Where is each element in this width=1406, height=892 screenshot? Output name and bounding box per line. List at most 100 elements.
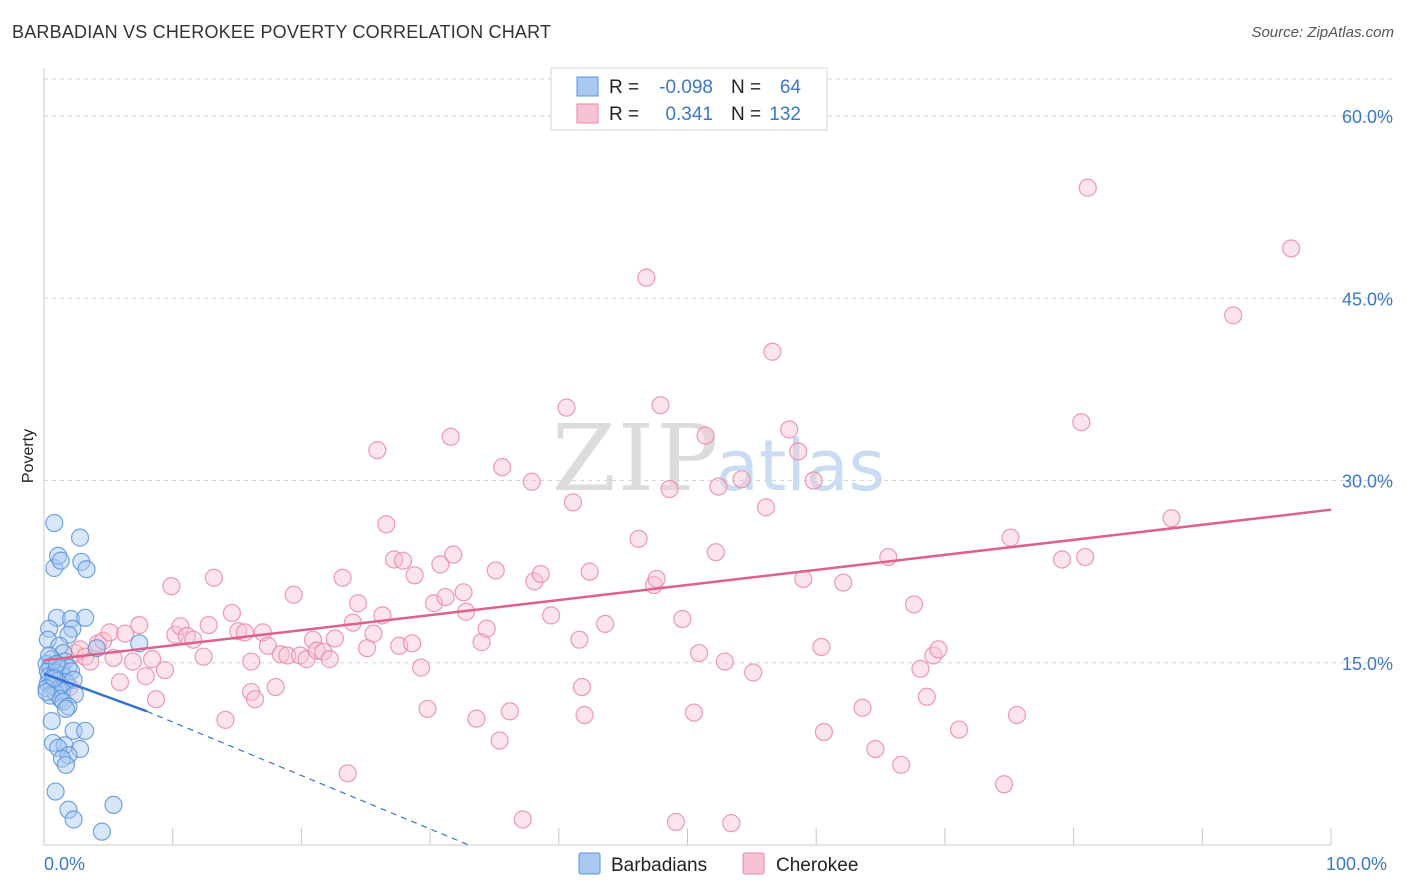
- barbadian-point: [43, 733, 63, 753]
- barbadian-point: [54, 692, 73, 711]
- barbadian-point: [37, 682, 56, 702]
- cherokee-point: [143, 650, 162, 669]
- cherokee-point: [1162, 509, 1181, 528]
- cherokee-point: [377, 515, 396, 534]
- cherokee-point: [441, 427, 460, 446]
- cherokee-point: [575, 705, 594, 725]
- cherokee-point: [834, 573, 853, 592]
- y-tick-label: 30.0%: [1342, 472, 1393, 492]
- barbadian-point: [56, 755, 75, 774]
- cherokee-point: [789, 442, 808, 461]
- barbadian-point: [70, 528, 90, 547]
- cherokee-point: [136, 667, 155, 686]
- cherokee-point: [522, 472, 541, 491]
- legend-swatch-barbadians: [578, 852, 601, 875]
- cherokee-point: [744, 663, 763, 682]
- cherokee-point: [171, 617, 190, 636]
- cherokee-point: [393, 551, 413, 570]
- cherokee-point: [314, 642, 333, 661]
- cherokee-point: [756, 498, 776, 517]
- cherokee-point: [303, 630, 323, 649]
- cherokee-point: [204, 568, 223, 587]
- cherokee-point: [892, 755, 911, 774]
- cherokee-point: [222, 603, 242, 623]
- barbadian-point: [46, 782, 65, 801]
- barbadian-point: [76, 721, 95, 740]
- cherokee-point: [763, 342, 782, 361]
- cherokee-point: [493, 458, 512, 477]
- cherokee-point: [557, 398, 576, 417]
- stats-r-value-2: 0.341: [665, 104, 713, 125]
- cherokee-point: [266, 677, 285, 697]
- cherokee-point: [904, 595, 924, 614]
- barbadian-point: [51, 690, 70, 709]
- cherokee-point: [216, 710, 235, 729]
- watermark-zip: ZIP: [552, 405, 720, 512]
- cherokee-point: [477, 619, 496, 638]
- cherokee-point: [814, 722, 834, 742]
- cherokee-point: [596, 614, 615, 633]
- x-tick-label-max: 100.0%: [1326, 854, 1387, 874]
- barbadian-point: [49, 546, 68, 565]
- cherokee-point: [271, 645, 290, 664]
- legend-swatch-cherokee: [742, 852, 765, 875]
- barbadian-point: [92, 822, 112, 841]
- cherokee-point: [110, 673, 130, 692]
- cherokee-point: [541, 606, 561, 625]
- cherokee-point: [307, 641, 326, 660]
- cherokee-point: [732, 470, 751, 489]
- barbadian-point: [61, 609, 81, 629]
- cherokee-point: [1007, 705, 1027, 725]
- cherokee-point: [486, 561, 505, 580]
- cherokee-point: [155, 660, 175, 680]
- cherokee-point: [405, 566, 424, 585]
- cherokee-point: [130, 615, 149, 635]
- y-axis-label: Poverty: [20, 429, 37, 483]
- barbadian-point: [76, 608, 95, 627]
- stats-n-label-2: N =: [731, 104, 761, 125]
- cherokee-point: [660, 479, 679, 499]
- cherokee-point: [580, 562, 599, 581]
- cherokee-point: [531, 564, 550, 584]
- stats-legend: R = -0.098 N = 64 R = 0.341 N = 132: [550, 67, 828, 131]
- barbadian-point: [104, 795, 123, 815]
- series-legend: Barbadians Cherokee: [578, 852, 858, 876]
- cherokee-point: [490, 731, 509, 750]
- cherokee-point: [348, 594, 368, 613]
- stats-n-label-1: N =: [731, 77, 761, 98]
- barbadian-point: [45, 513, 64, 533]
- barbadian-point: [59, 800, 78, 819]
- cherokee-point: [696, 426, 715, 445]
- barbadian-point: [49, 738, 68, 757]
- cherokee-point: [184, 630, 203, 649]
- source-credit: Source: ZipAtlas.com: [1251, 24, 1394, 41]
- barbadian-point: [42, 711, 61, 731]
- cherokee-point: [454, 583, 473, 602]
- y-tick-label: 60.0%: [1342, 107, 1393, 127]
- cherokee-point: [431, 555, 450, 574]
- cherokee-point: [229, 622, 248, 641]
- cherokee-point: [949, 720, 969, 739]
- cherokee-point: [917, 687, 936, 706]
- stats-r-label-2: R =: [609, 104, 639, 125]
- cherokee-point: [929, 640, 948, 659]
- stats-swatch-cherokee: [576, 103, 599, 124]
- cherokee-point: [563, 493, 583, 512]
- cherokee-point: [253, 623, 272, 642]
- cherokee-point: [338, 764, 357, 783]
- cherokee-point: [570, 630, 589, 649]
- cherokee-point: [637, 268, 656, 287]
- stats-r-value-1: -0.098: [659, 77, 713, 98]
- cherokee-point: [333, 568, 352, 587]
- cherokee-point: [689, 643, 709, 663]
- x-tick-label-min: 0.0%: [44, 854, 85, 874]
- cherokee-point: [320, 650, 339, 669]
- cherokee-point: [1072, 413, 1091, 432]
- y-tick-label: 15.0%: [1342, 654, 1393, 674]
- cherokee-point: [1224, 306, 1243, 325]
- cherokee-point: [278, 646, 297, 665]
- cherokee-point: [194, 647, 213, 666]
- cherokee-point: [780, 420, 799, 439]
- cherokee-point: [673, 609, 692, 629]
